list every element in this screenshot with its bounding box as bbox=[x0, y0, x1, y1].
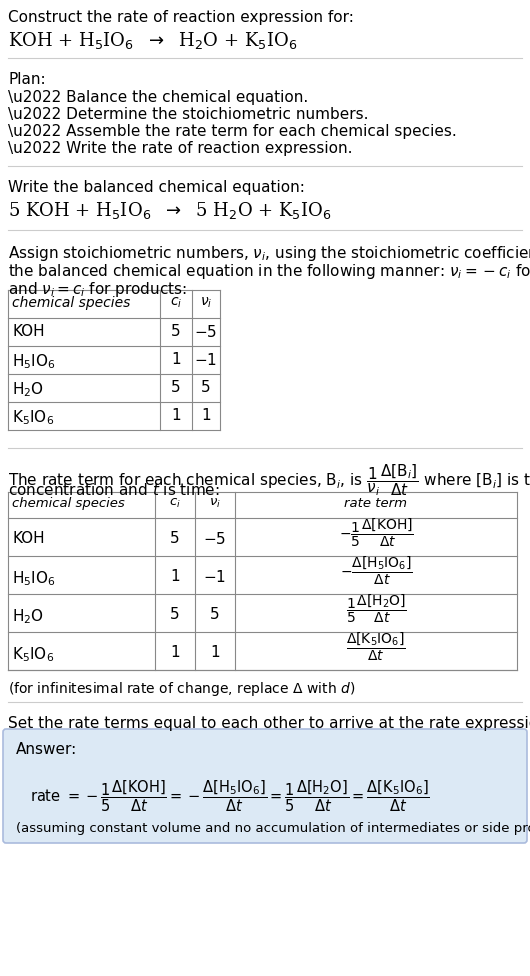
Text: $\dfrac{\Delta[\mathrm{K_5IO_6}]}{\Delta t}$: $\dfrac{\Delta[\mathrm{K_5IO_6}]}{\Delta… bbox=[346, 630, 406, 663]
Text: rate $= -\dfrac{1}{5}\dfrac{\Delta[\mathrm{KOH}]}{\Delta t} = -\dfrac{\Delta[\ma: rate $= -\dfrac{1}{5}\dfrac{\Delta[\math… bbox=[30, 778, 430, 814]
Text: 1: 1 bbox=[170, 645, 180, 660]
Text: H$_2$O: H$_2$O bbox=[12, 607, 44, 626]
Text: 1: 1 bbox=[170, 569, 180, 584]
Text: $-\dfrac{\Delta[\mathrm{H_5IO_6}]}{\Delta t}$: $-\dfrac{\Delta[\mathrm{H_5IO_6}]}{\Delt… bbox=[340, 554, 412, 588]
Text: \u2022 Determine the stoichiometric numbers.: \u2022 Determine the stoichiometric numb… bbox=[8, 107, 368, 122]
Text: $-5$: $-5$ bbox=[195, 324, 217, 340]
Text: \u2022 Assemble the rate term for each chemical species.: \u2022 Assemble the rate term for each c… bbox=[8, 124, 457, 139]
Text: $c_i$: $c_i$ bbox=[170, 296, 182, 310]
Text: $\nu_i$: $\nu_i$ bbox=[200, 296, 212, 310]
Text: chemical species: chemical species bbox=[12, 296, 130, 310]
Text: 1: 1 bbox=[171, 408, 181, 423]
Text: (for infinitesimal rate of change, replace $\Delta$ with $d$): (for infinitesimal rate of change, repla… bbox=[8, 680, 355, 698]
Text: 5: 5 bbox=[210, 607, 220, 622]
Text: 1: 1 bbox=[201, 408, 211, 423]
Text: rate term: rate term bbox=[344, 497, 408, 510]
Text: \u2022 Write the rate of reaction expression.: \u2022 Write the rate of reaction expres… bbox=[8, 141, 352, 156]
Text: $c_i$: $c_i$ bbox=[169, 497, 181, 510]
Text: 5: 5 bbox=[171, 380, 181, 395]
Text: $-\dfrac{1}{5}\dfrac{\Delta[\mathrm{KOH}]}{\Delta t}$: $-\dfrac{1}{5}\dfrac{\Delta[\mathrm{KOH}… bbox=[339, 517, 413, 549]
Text: 5: 5 bbox=[171, 324, 181, 339]
Text: K$_5$IO$_6$: K$_5$IO$_6$ bbox=[12, 408, 54, 427]
Text: Assign stoichiometric numbers, $\nu_i$, using the stoichiometric coefficients, $: Assign stoichiometric numbers, $\nu_i$, … bbox=[8, 244, 530, 263]
Text: \u2022 Balance the chemical equation.: \u2022 Balance the chemical equation. bbox=[8, 90, 308, 105]
Text: KOH + H$_5$IO$_6$  $\rightarrow$  H$_2$O + K$_5$IO$_6$: KOH + H$_5$IO$_6$ $\rightarrow$ H$_2$O +… bbox=[8, 30, 297, 51]
Text: (assuming constant volume and no accumulation of intermediates or side products): (assuming constant volume and no accumul… bbox=[16, 822, 530, 835]
Text: $\dfrac{1}{5}\dfrac{\Delta[\mathrm{H_2O}]}{\Delta t}$: $\dfrac{1}{5}\dfrac{\Delta[\mathrm{H_2O}… bbox=[346, 592, 407, 626]
FancyBboxPatch shape bbox=[3, 729, 527, 843]
Text: 5: 5 bbox=[201, 380, 211, 395]
Text: 1: 1 bbox=[171, 352, 181, 367]
Text: KOH: KOH bbox=[12, 531, 45, 546]
Text: K$_5$IO$_6$: K$_5$IO$_6$ bbox=[12, 645, 54, 664]
Text: concentration and $t$ is time:: concentration and $t$ is time: bbox=[8, 482, 220, 498]
Text: KOH: KOH bbox=[12, 324, 45, 339]
Text: Write the balanced chemical equation:: Write the balanced chemical equation: bbox=[8, 180, 305, 195]
Text: Set the rate terms equal to each other to arrive at the rate expression:: Set the rate terms equal to each other t… bbox=[8, 716, 530, 731]
Text: Answer:: Answer: bbox=[16, 742, 77, 757]
Text: 5 KOH + H$_5$IO$_6$  $\rightarrow$  5 H$_2$O + K$_5$IO$_6$: 5 KOH + H$_5$IO$_6$ $\rightarrow$ 5 H$_2… bbox=[8, 200, 332, 221]
Text: $\nu_i$: $\nu_i$ bbox=[209, 497, 221, 510]
Text: 5: 5 bbox=[170, 531, 180, 546]
Text: 5: 5 bbox=[170, 607, 180, 622]
Text: $-5$: $-5$ bbox=[204, 531, 226, 547]
Text: the balanced chemical equation in the following manner: $\nu_i = -c_i$ for react: the balanced chemical equation in the fo… bbox=[8, 262, 530, 281]
Text: 1: 1 bbox=[210, 645, 220, 660]
Text: $-1$: $-1$ bbox=[204, 569, 226, 585]
Text: H$_5$IO$_6$: H$_5$IO$_6$ bbox=[12, 569, 56, 588]
Text: The rate term for each chemical species, B$_i$, is $\dfrac{1}{\nu_i}\dfrac{\Delt: The rate term for each chemical species,… bbox=[8, 462, 530, 498]
Text: Construct the rate of reaction expression for:: Construct the rate of reaction expressio… bbox=[8, 10, 354, 25]
Text: chemical species: chemical species bbox=[12, 497, 125, 510]
Text: H$_2$O: H$_2$O bbox=[12, 380, 44, 399]
Text: H$_5$IO$_6$: H$_5$IO$_6$ bbox=[12, 352, 56, 371]
Text: Plan:: Plan: bbox=[8, 72, 46, 87]
Text: $-1$: $-1$ bbox=[195, 352, 217, 368]
Text: and $\nu_i = c_i$ for products:: and $\nu_i = c_i$ for products: bbox=[8, 280, 187, 299]
